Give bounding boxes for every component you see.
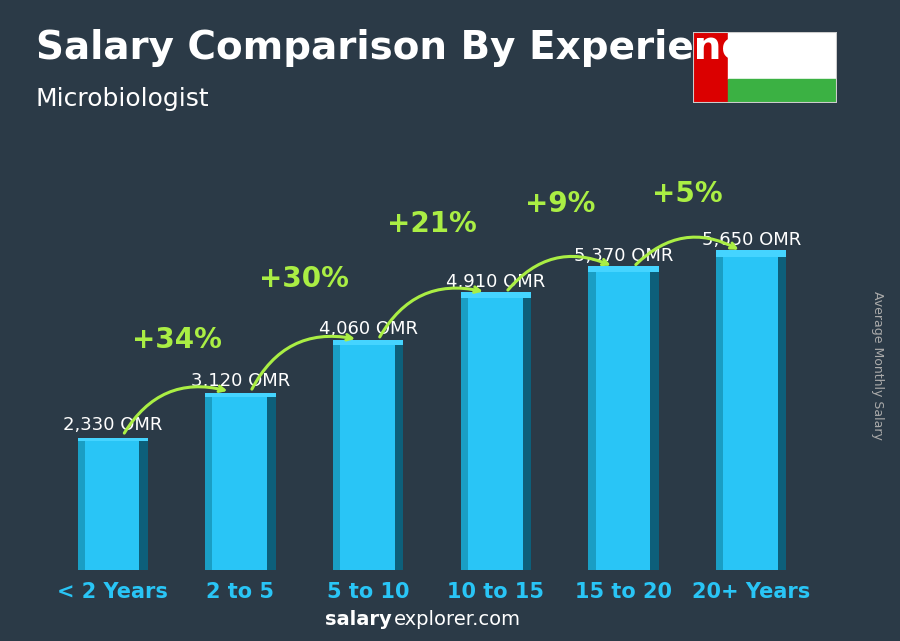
Text: +5%: +5% [652, 179, 723, 208]
Bar [267, 397, 275, 570]
Text: salary: salary [325, 610, 392, 629]
Bar [205, 394, 275, 397]
Text: +9%: +9% [525, 190, 595, 218]
Bar [212, 397, 267, 570]
Bar [85, 441, 140, 570]
Bar [716, 250, 787, 256]
Bar [205, 397, 275, 570]
Bar [589, 272, 659, 570]
Bar [333, 340, 403, 345]
Text: +21%: +21% [387, 210, 477, 238]
Text: 4,910 OMR: 4,910 OMR [446, 272, 545, 290]
Text: +34%: +34% [131, 326, 221, 354]
Bar [333, 345, 403, 570]
Text: 5,370 OMR: 5,370 OMR [574, 247, 673, 265]
Bar [778, 256, 787, 570]
Text: Salary Comparison By Experience: Salary Comparison By Experience [36, 29, 770, 67]
Text: +30%: +30% [259, 265, 349, 294]
Bar [461, 292, 531, 297]
Text: Microbiologist: Microbiologist [36, 87, 210, 110]
Text: 4,060 OMR: 4,060 OMR [319, 320, 418, 338]
Bar [727, 32, 837, 79]
Bar [589, 265, 659, 272]
Text: 2,330 OMR: 2,330 OMR [63, 416, 162, 434]
Bar [140, 441, 148, 570]
Bar [340, 345, 395, 570]
Bar [77, 438, 148, 441]
Bar [461, 297, 531, 570]
Bar [468, 297, 523, 570]
Text: Average Monthly Salary: Average Monthly Salary [871, 291, 884, 440]
Text: 5,650 OMR: 5,650 OMR [702, 231, 801, 249]
Bar [727, 79, 837, 103]
Bar [523, 297, 531, 570]
Bar [716, 256, 787, 570]
Bar [395, 345, 403, 570]
Text: 3,120 OMR: 3,120 OMR [191, 372, 290, 390]
Text: explorer.com: explorer.com [394, 610, 521, 629]
Bar [724, 256, 778, 570]
Bar [651, 272, 659, 570]
Bar [77, 441, 148, 570]
Bar [596, 272, 651, 570]
